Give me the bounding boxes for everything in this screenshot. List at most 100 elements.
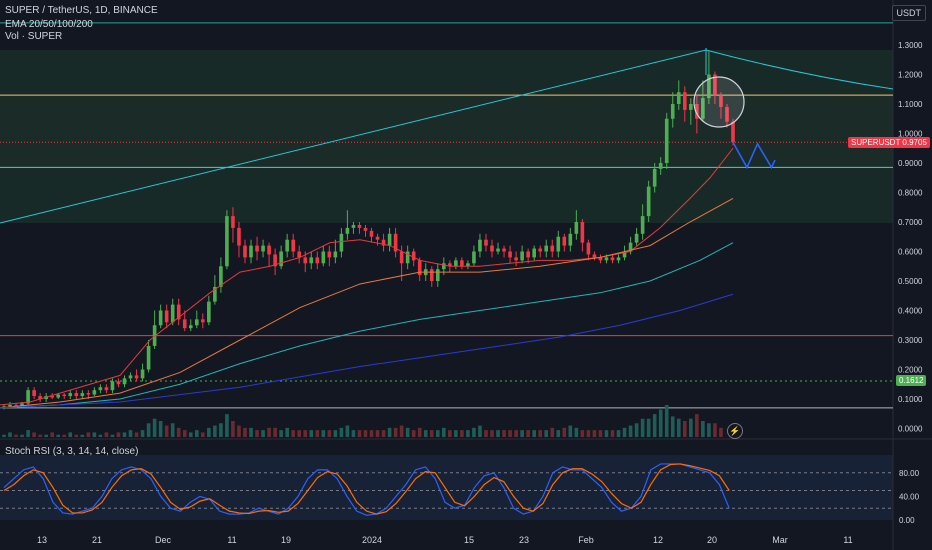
projection-path <box>732 141 776 170</box>
candle-body <box>538 248 543 252</box>
volume-bar <box>508 430 512 437</box>
stoch-k-line <box>3 463 730 516</box>
volume-bar <box>719 427 723 437</box>
volume-bar <box>110 434 115 437</box>
highlight-circle <box>693 76 745 128</box>
x-tick-label: Dec <box>155 535 172 545</box>
candle-body <box>158 310 163 326</box>
candle-body <box>207 301 211 323</box>
volume-bar <box>194 430 199 437</box>
volume-bar <box>146 423 151 437</box>
candle-body <box>32 390 36 397</box>
candle-body <box>502 248 506 252</box>
candle-body <box>713 74 717 96</box>
volume-bar <box>315 430 320 437</box>
volume-bar <box>309 430 314 437</box>
volume-bar <box>490 430 494 437</box>
candle-body <box>676 92 681 104</box>
candle-body <box>152 325 157 346</box>
volume-bar <box>225 414 229 437</box>
volume-bar <box>592 430 597 437</box>
x-tick-label: 12 <box>653 535 663 545</box>
volume-bar <box>345 425 350 437</box>
currency-unit-button[interactable]: USDT <box>891 5 926 21</box>
volume-bar <box>321 430 326 437</box>
volume-bar <box>435 430 440 437</box>
y-tick-label: 0.1000 <box>898 395 923 404</box>
volume-bar <box>357 430 362 437</box>
rsi-tick-label: 80.00 <box>899 469 920 478</box>
y-tick-label: 1.1000 <box>898 100 923 109</box>
x-tick-label: 11 <box>843 535 852 545</box>
volume-bar <box>484 430 488 437</box>
candle-body <box>520 251 524 261</box>
stoch-d-line <box>3 463 730 515</box>
volume-bar <box>538 430 543 437</box>
volume-bar <box>2 434 6 437</box>
x-tick-label: Mar <box>772 535 788 545</box>
candle-body <box>387 233 392 246</box>
volume-bar <box>544 430 549 437</box>
candle-body <box>550 245 555 252</box>
candle-body <box>628 242 633 252</box>
volume-bar <box>140 430 145 437</box>
volume-bar <box>472 427 476 437</box>
candle-body <box>664 118 669 163</box>
candle-body <box>14 404 18 406</box>
volume-bar <box>556 430 561 437</box>
x-tick-label: Feb <box>578 535 594 545</box>
level-price-badge: 0.1612 <box>896 375 927 386</box>
volume-bar <box>38 434 42 437</box>
candle-body <box>544 245 549 252</box>
candle-body <box>574 222 579 234</box>
y-tick-label: 0.0000 <box>898 425 923 434</box>
candle-body <box>261 245 265 252</box>
candle-body <box>122 378 127 385</box>
volume-bar <box>26 430 30 437</box>
candle-body <box>689 104 693 110</box>
candle-body <box>231 216 235 228</box>
candle-body <box>267 245 271 255</box>
candle-body <box>580 222 585 243</box>
volume-bar <box>701 421 705 437</box>
candle-body <box>345 227 350 234</box>
candle-body <box>454 260 458 267</box>
y-tick-label: 1.2000 <box>898 71 923 80</box>
y-tick-label: 0.4000 <box>898 307 923 316</box>
volume-bar <box>134 432 139 437</box>
volume-bar <box>351 430 356 437</box>
candle-body <box>429 269 434 281</box>
candle-body <box>435 269 440 281</box>
candle-body <box>86 393 91 395</box>
volume-bar <box>176 427 181 437</box>
volume-bar <box>713 423 717 437</box>
candle-body <box>616 257 621 261</box>
volume-bar <box>14 434 18 437</box>
volume-bar <box>249 427 253 437</box>
volume-bar <box>610 430 615 437</box>
candle-body <box>634 233 639 243</box>
candle-body <box>646 186 651 217</box>
candle-body <box>92 390 97 395</box>
volume-bar <box>514 430 518 437</box>
volume-bar <box>586 430 591 437</box>
volume-bar <box>255 430 259 437</box>
volume-bar <box>273 427 277 437</box>
x-tick-label: 21 <box>92 535 102 545</box>
candle-body <box>255 245 259 252</box>
volume-bar <box>502 430 506 437</box>
volume-bar <box>231 421 235 437</box>
candle-body <box>731 121 735 143</box>
volume-bar <box>707 423 711 437</box>
candle-body <box>375 236 380 240</box>
volume-bar <box>423 430 428 437</box>
volume-bar <box>98 434 103 437</box>
volume-bar <box>658 409 663 437</box>
candle-body <box>321 251 326 264</box>
volume-bar <box>363 430 368 437</box>
lightning-icon[interactable]: ⚡ <box>727 423 743 439</box>
ema200-line <box>0 293 734 409</box>
candle-body <box>556 236 561 252</box>
candle-body <box>104 387 109 391</box>
candle-body <box>466 263 470 267</box>
